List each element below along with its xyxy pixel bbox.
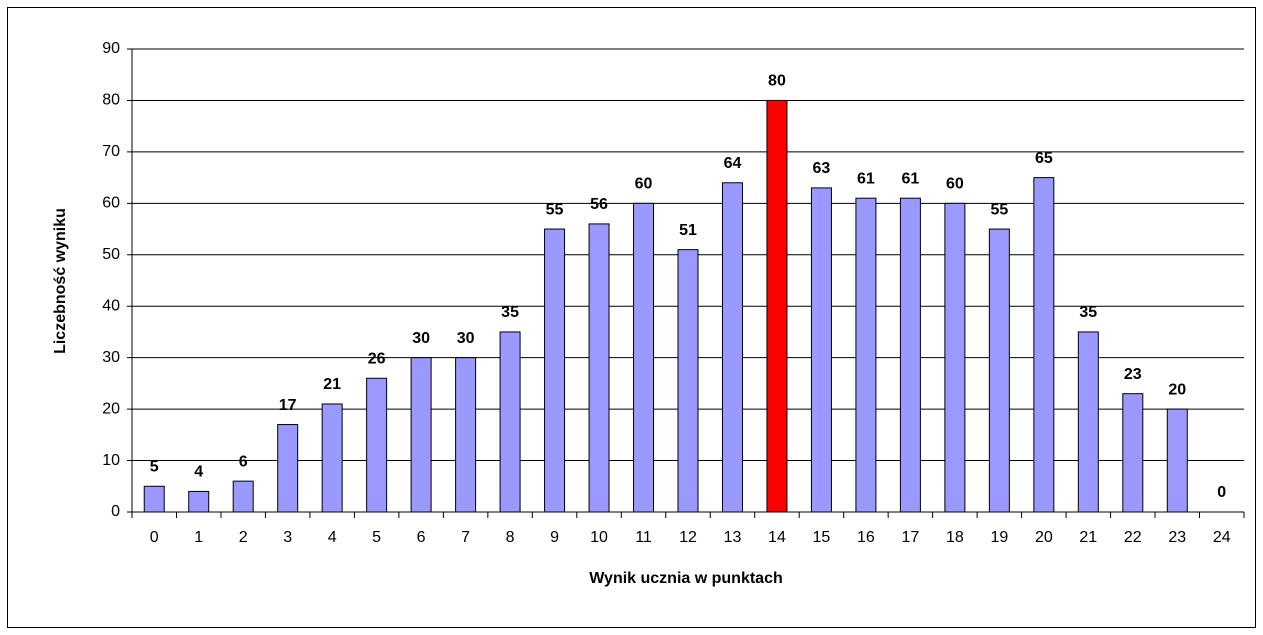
data-label: 51 (679, 222, 697, 239)
data-label: 20 (1168, 381, 1186, 398)
data-label: 65 (1035, 150, 1053, 167)
x-tick-label: 3 (283, 529, 292, 546)
data-label: 21 (323, 376, 341, 393)
data-label: 35 (1079, 304, 1097, 321)
data-label: 30 (412, 330, 430, 347)
bar (810, 187, 832, 513)
bar (366, 377, 388, 513)
x-tick-label: 14 (768, 529, 786, 546)
bar (1077, 331, 1099, 513)
y-tick-label: 20 (102, 400, 120, 417)
bar (1033, 177, 1055, 513)
x-tick-label: 22 (1124, 529, 1142, 546)
y-tick-label: 60 (102, 195, 120, 212)
bar (944, 202, 966, 513)
bar (321, 403, 343, 513)
x-axis-title: Wynik ucznia w punktach (589, 570, 783, 587)
x-tick-label: 9 (550, 529, 559, 546)
y-tick-label: 80 (102, 92, 120, 109)
data-label: 5 (150, 458, 159, 475)
bar (677, 249, 699, 513)
data-label: 56 (590, 196, 608, 213)
data-label: 35 (501, 304, 519, 321)
data-label: 61 (857, 170, 875, 187)
bar (143, 485, 165, 513)
x-tick-label: 6 (417, 529, 426, 546)
x-tick-label: 1 (194, 529, 203, 546)
x-tick-label: 12 (679, 529, 697, 546)
bar (988, 228, 1010, 513)
x-tick-label: 23 (1168, 529, 1186, 546)
bar (188, 490, 210, 513)
y-tick-label: 30 (102, 349, 120, 366)
y-tick-label: 40 (102, 297, 120, 314)
y-tick-label: 0 (111, 503, 120, 520)
data-label: 60 (635, 176, 653, 193)
x-tick-label: 5 (372, 529, 381, 546)
y-tick-label: 50 (102, 246, 120, 263)
data-label: 6 (239, 453, 248, 470)
bar (1122, 393, 1144, 513)
data-label: 26 (368, 350, 386, 367)
data-label: 0 (1217, 484, 1226, 501)
x-tick-label: 21 (1079, 529, 1097, 546)
bar (1166, 408, 1188, 513)
x-tick-label: 19 (990, 529, 1008, 546)
x-tick-label: 2 (239, 529, 248, 546)
y-tick-label: 90 (102, 40, 120, 57)
x-tick-label: 7 (461, 529, 470, 546)
x-tick-label: 8 (506, 529, 515, 546)
x-tick-label: 20 (1035, 529, 1053, 546)
x-tick-label: 16 (857, 529, 875, 546)
bar (499, 331, 521, 513)
data-label: 80 (768, 73, 786, 90)
x-tick-label: 17 (902, 529, 920, 546)
data-label: 63 (813, 160, 831, 177)
data-label: 64 (724, 155, 742, 172)
bar (855, 197, 877, 513)
bar (277, 424, 299, 513)
x-tick-label: 13 (724, 529, 742, 546)
data-label: 17 (279, 397, 297, 414)
bar (410, 357, 432, 513)
x-tick-label: 24 (1213, 529, 1231, 546)
bar (899, 197, 921, 513)
y-tick-label: 10 (102, 452, 120, 469)
bar (633, 202, 655, 513)
bar (544, 228, 566, 513)
data-label: 4 (194, 464, 203, 481)
data-label: 30 (457, 330, 475, 347)
x-tick-label: 0 (150, 529, 159, 546)
y-axis-title: Liczebność wyniku (52, 208, 69, 354)
data-label: 61 (902, 170, 920, 187)
y-tick-label: 70 (102, 143, 120, 160)
x-tick-label: 10 (590, 529, 608, 546)
data-label: 60 (946, 176, 964, 193)
data-label: 23 (1124, 366, 1142, 383)
data-label: 55 (990, 201, 1008, 218)
x-tick-label: 15 (813, 529, 831, 546)
x-tick-label: 18 (946, 529, 964, 546)
bar (588, 223, 610, 513)
bar (232, 480, 254, 513)
x-tick-label: 4 (328, 529, 337, 546)
bar (766, 99, 788, 513)
bar (721, 182, 743, 513)
data-label: 55 (546, 201, 564, 218)
bar (455, 357, 477, 513)
x-tick-label: 11 (635, 529, 652, 546)
